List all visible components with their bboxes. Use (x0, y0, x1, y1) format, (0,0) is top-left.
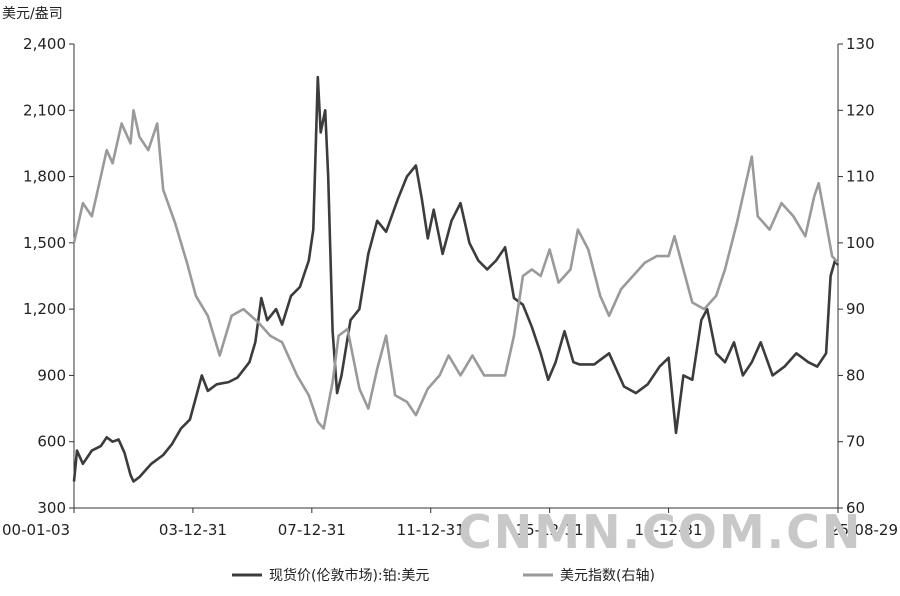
left-tick-label: 300 (37, 499, 66, 517)
x-tick-label: 00-01-03 (2, 521, 70, 539)
x-tick-label: 07-12-31 (278, 521, 346, 539)
series-line-usd-index (72, 109, 839, 430)
right-tick-label: 110 (846, 168, 875, 186)
legend: 现货价(伦敦市场):铂:美元 美元指数(右轴) (232, 567, 655, 584)
x-tick-label: 19-12-31 (635, 521, 703, 539)
right-tick-label: 130 (846, 35, 875, 53)
left-tick-label: 1,800 (23, 168, 66, 186)
left-tick-label: 1,200 (23, 300, 66, 318)
right-tick-label: 70 (846, 433, 865, 451)
x-tick-label: 25-08-29 (830, 521, 898, 539)
x-tick-label: 15-12-31 (516, 521, 584, 539)
left-axis-unit: 美元/盎司 (2, 6, 63, 22)
right-tick-label: 60 (846, 499, 865, 517)
left-tick-label: 2,400 (23, 35, 66, 53)
right-tick-label: 100 (846, 234, 875, 252)
watermark: CNMN.COM.CN (458, 505, 862, 559)
legend-label-usd-index: 美元指数(右轴) (560, 568, 655, 584)
legend-label-platinum: 现货价(伦敦市场):铂:美元 (269, 567, 429, 584)
left-tick-label: 600 (37, 433, 66, 451)
axes: 2,400 2,100 1,800 1,500 1,200 900 600 300 130 120… (2, 35, 898, 539)
left-tick-label: 900 (37, 366, 66, 384)
series-layer (72, 75, 840, 483)
left-tick-label: 1,500 (23, 234, 66, 252)
right-tick-label: 120 (846, 101, 875, 119)
x-tick-label: 11-12-31 (397, 521, 465, 539)
series-line-platinum (72, 75, 840, 483)
left-tick-label: 2,100 (23, 101, 66, 119)
x-tick-label: 03-12-31 (159, 521, 227, 539)
right-tick-label: 80 (846, 366, 865, 384)
right-tick-label: 90 (846, 300, 865, 318)
